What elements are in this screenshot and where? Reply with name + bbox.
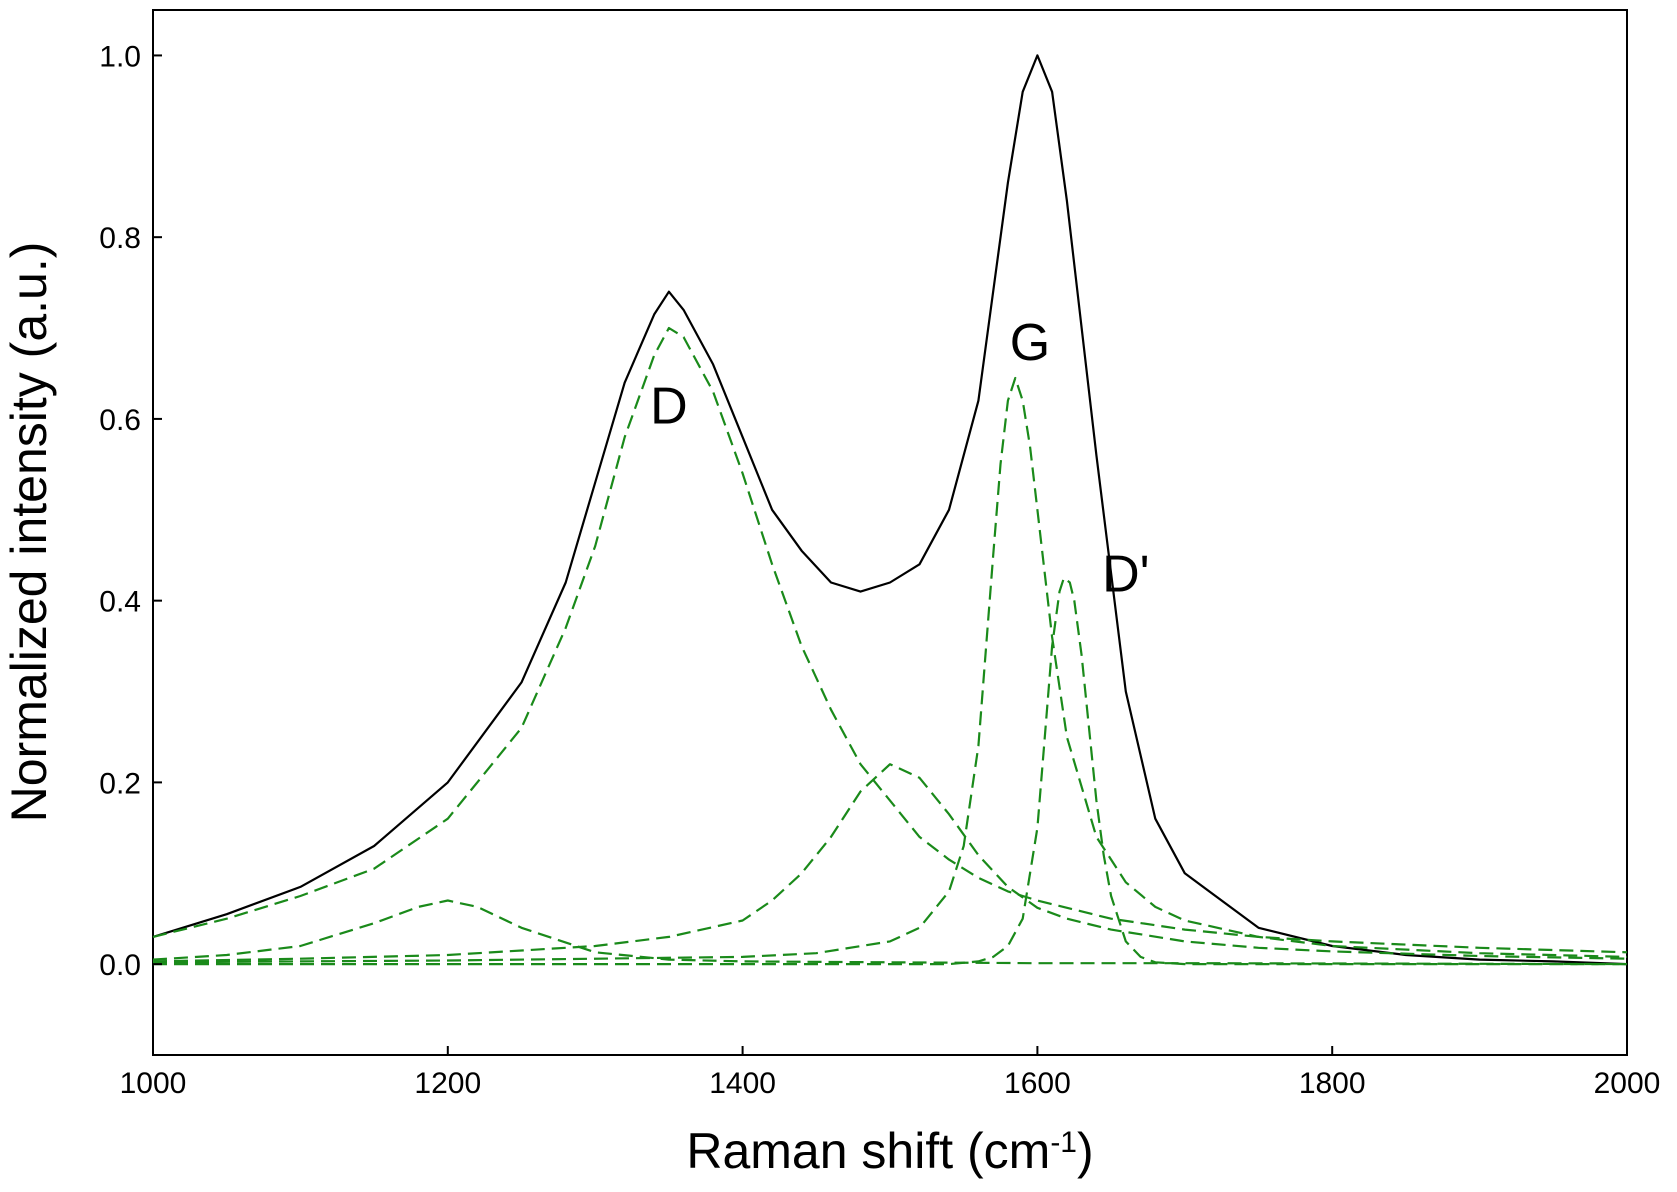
x-tick-label: 1400: [709, 1067, 776, 1100]
x-axis-title-end: ): [1077, 1123, 1094, 1179]
series-layer: [152, 54, 1628, 966]
x-axis-title-superscript: -1: [1050, 1126, 1077, 1159]
peak-label: D: [650, 377, 688, 435]
peak-annotations: D G D': [650, 314, 1149, 604]
plot-frame: [152, 9, 1628, 1056]
x-axis-title-main: Raman shift (cm: [686, 1123, 1050, 1179]
x-axis-ticks: 1000 1200 1400 1600 1800 2000: [120, 1046, 1661, 1100]
y-axis-ticks: 0.0 0.2 0.4 0.6 0.8 1.0: [99, 40, 162, 982]
y-axis-title: Normalized intensity (a.u.): [1, 242, 57, 823]
fit-component-line-1: [152, 326, 1628, 954]
x-tick-label: 2000: [1594, 1067, 1661, 1100]
y-tick-label: 0.0: [99, 949, 141, 982]
x-tick-label: 1000: [120, 1067, 187, 1100]
x-tick-label: 1600: [1004, 1067, 1071, 1100]
y-tick-label: 0.8: [99, 222, 141, 255]
peak-label: G: [1010, 314, 1050, 372]
y-tick-label: 0.6: [99, 404, 141, 437]
x-axis-title: Raman shift (cm-1): [686, 1123, 1093, 1179]
y-tick-label: 1.0: [99, 40, 141, 73]
fit-component-line-5: [153, 576, 1627, 966]
y-tick-label: 0.2: [99, 767, 141, 800]
peak-label: D': [1102, 546, 1149, 604]
measured-spectrum-line: [152, 54, 1628, 966]
fit-component-line-2: [152, 899, 1628, 966]
x-tick-label: 1800: [1299, 1067, 1366, 1100]
fit-component-line-3: [152, 763, 1628, 963]
fit-component-line-4: [152, 376, 1628, 964]
y-tick-label: 0.4: [99, 586, 141, 619]
x-tick-label: 1200: [414, 1067, 481, 1100]
